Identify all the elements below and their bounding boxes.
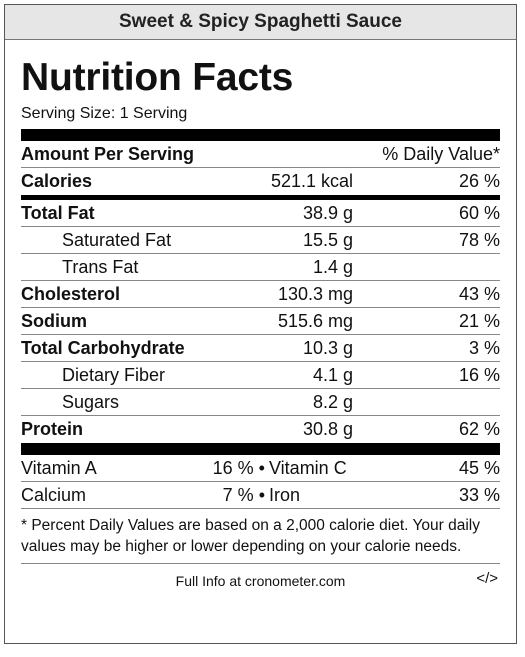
recipe-title: Sweet & Spicy Spaghetti Sauce	[5, 5, 516, 40]
nutrient-amount: 515.6 mg	[277, 310, 353, 331]
nutrient-dv: 78 %	[458, 229, 500, 250]
vitamin-name: Vitamin C	[269, 457, 347, 478]
nutrient-amount: 38.9 g	[302, 202, 353, 223]
embed-code-icon[interactable]: </>	[476, 570, 498, 587]
divider-thick	[21, 443, 500, 455]
amount-header: Amount Per Serving	[21, 143, 195, 164]
vitamin-row: Calcium 7 % • Iron 33 %	[21, 482, 500, 509]
nutrient-dv: 21 %	[458, 310, 500, 331]
amount-header-row: Amount Per Serving % Daily Value*	[21, 141, 500, 168]
vitamin-row: Vitamin A 16 % • Vitamin C 45 %	[21, 455, 500, 482]
nutrient-name: Sugars	[62, 391, 120, 412]
vitamin-dv: 16 % •	[212, 457, 265, 478]
nutrient-dv: 16 %	[458, 364, 500, 385]
nutrient-amount: 30.8 g	[302, 419, 353, 439]
vitamin-dv: 45 %	[458, 457, 500, 478]
divider-medium	[21, 195, 500, 200]
nutrient-name: Total Carbohydrate	[21, 337, 185, 358]
nutrient-name: Dietary Fiber	[62, 364, 166, 385]
vitamin-dv: 7 % •	[222, 484, 265, 505]
nutrient-row-total-carbohydrate: Total Carbohydrate 10.3 g 3 %	[21, 335, 500, 362]
nutrient-dv: 60 %	[458, 202, 500, 223]
vitamin-name: Iron	[269, 484, 301, 505]
nutrient-amount: 15.5 g	[302, 229, 353, 250]
nutrient-name: Calories	[21, 171, 93, 191]
nutrient-name: Sodium	[21, 310, 87, 331]
nutrient-name: Trans Fat	[62, 256, 139, 277]
nutrient-amount: 4.1 g	[312, 364, 353, 385]
nutrient-row-trans-fat: Trans Fat 1.4 g	[21, 254, 500, 281]
nutrient-dv: 62 %	[458, 419, 500, 439]
nutrition-facts-title: Nutrition Facts	[21, 56, 294, 99]
nutrition-label: Sweet & Spicy Spaghetti Sauce Nutrition …	[4, 4, 517, 644]
cronometer-link[interactable]: Full Info at cronometer.com	[175, 573, 346, 589]
label-body: Nutrition Facts Serving Size: 1 Serving …	[21, 39, 500, 598]
nutrient-row-sugars: Sugars 8.2 g	[21, 389, 500, 416]
nutrient-name: Saturated Fat	[62, 229, 172, 250]
dv-header: % Daily Value*	[382, 143, 500, 164]
vitamin-name: Vitamin A	[21, 457, 97, 478]
nutrient-dv: 3 %	[468, 337, 500, 358]
nutrient-name: Protein	[21, 419, 84, 439]
nutrient-amount: 130.3 mg	[277, 283, 353, 304]
vitamin-dv: 33 %	[458, 484, 500, 505]
nutrient-row-total-fat: Total Fat 38.9 g 60 %	[21, 200, 500, 227]
footnote: * Percent Daily Values are based on a 2,…	[21, 509, 500, 564]
nutrient-amount: 1.4 g	[312, 256, 353, 277]
nutrient-amount: 10.3 g	[302, 337, 353, 358]
nutrient-dv: 26 %	[458, 171, 500, 191]
nutrient-amount: 521.1 kcal	[270, 171, 353, 191]
serving-size: Serving Size: 1 Serving	[21, 105, 188, 122]
nutrient-row-sodium: Sodium 515.6 mg 21 %	[21, 308, 500, 335]
nutrient-name: Total Fat	[21, 202, 95, 223]
nutrient-name: Cholesterol	[21, 283, 121, 304]
nutrient-row-protein: Protein 30.8 g 62 %	[21, 416, 500, 443]
nutrient-row-cholesterol: Cholesterol 130.3 mg 43 %	[21, 281, 500, 308]
divider-thick	[21, 129, 500, 141]
vitamin-name: Calcium	[21, 484, 87, 505]
nutrient-amount: 8.2 g	[312, 391, 353, 412]
info-bar: Full Info at cronometer.com </>	[21, 564, 500, 598]
calories-row: Calories 521.1 kcal 26 %	[21, 168, 500, 195]
nutrient-dv: 43 %	[458, 283, 500, 304]
nutrient-row-dietary-fiber: Dietary Fiber 4.1 g 16 %	[21, 362, 500, 389]
nutrient-row-saturated-fat: Saturated Fat 15.5 g 78 %	[21, 227, 500, 254]
